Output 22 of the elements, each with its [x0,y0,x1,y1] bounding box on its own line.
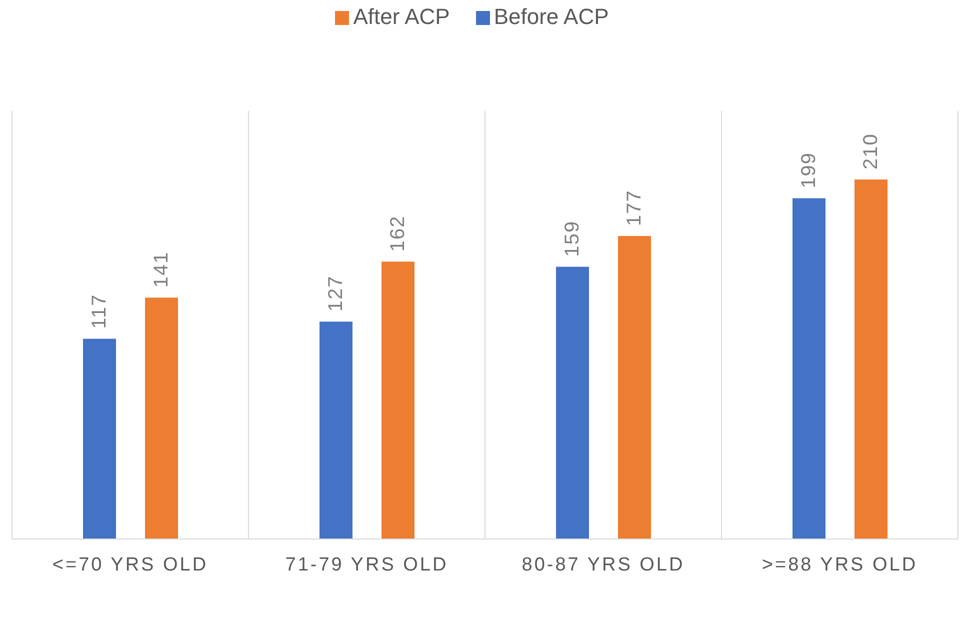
data-label: 177 [624,190,646,226]
x-tick-label: >=88 YRS OLD [762,554,918,576]
legend-label: After ACP [353,4,450,29]
bar [145,298,178,539]
data-label: 141 [150,251,172,288]
bar [618,236,651,539]
x-tick-label: 80-87 YRS OLD [522,554,685,576]
data-label: 127 [325,275,347,312]
bar [83,338,116,539]
data-label: 117 [88,294,110,329]
data-label: 210 [860,133,882,170]
data-label: 159 [562,220,584,257]
data-label: 162 [387,215,409,252]
legend-label: Before ACP [494,4,609,29]
bar [320,322,352,539]
bar [556,266,589,539]
x-tick-label: <=70 YRS OLD [52,554,208,576]
x-tick-label: 71-79 YRS OLD [285,554,448,576]
data-label: 199 [798,152,820,188]
bar [382,262,414,539]
bar [792,198,826,539]
bar [854,179,888,539]
